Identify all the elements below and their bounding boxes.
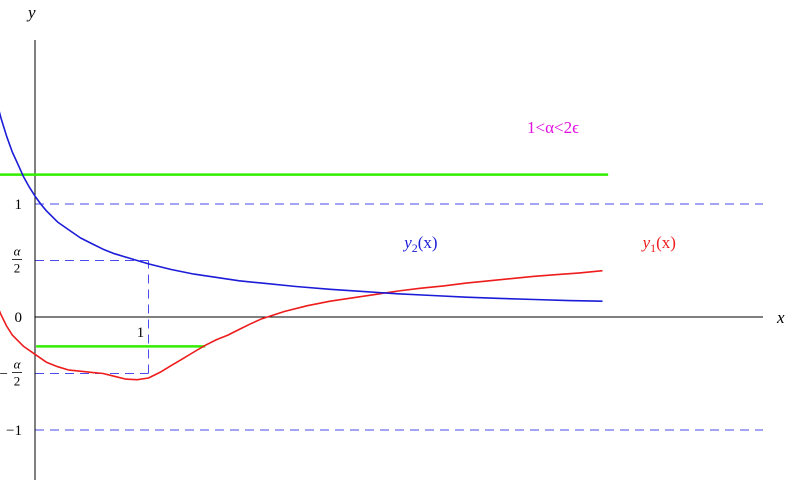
y-tick-numerator: α: [14, 244, 22, 259]
x-tick-label-1: 1: [137, 325, 145, 341]
level-lines: [0, 173, 609, 348]
y-tick-fraction-3: −α 2: [0, 357, 22, 389]
y-tick-label-4: −1: [6, 423, 22, 439]
x-axis-title: x: [776, 308, 785, 327]
series-label-y2-tail: (x): [418, 233, 438, 252]
series: [0, 111, 603, 381]
series-label-y1-base: y: [641, 233, 651, 252]
y-tick-minus: −: [0, 367, 8, 383]
series-line-y1: [0, 269, 603, 381]
series-label-y1-sub: 1: [650, 241, 656, 255]
series-line-y2: [0, 111, 603, 302]
y-tick-denominator: 2: [14, 261, 21, 276]
y-tick-denominator: 2: [14, 374, 21, 389]
condition-annotation: 1<α<2ϵ: [527, 118, 579, 137]
series-label-y2: y2(x): [402, 233, 437, 255]
y-tick-numerator: α: [14, 357, 22, 372]
y-tick-label-0: 1: [15, 197, 23, 213]
y-tick-label-2: 0: [15, 310, 23, 326]
series-label-y2-sub: 2: [412, 241, 418, 255]
axes: [34, 40, 763, 480]
series-label-y1-tail: (x): [656, 233, 676, 252]
y-tick-fraction-1: α2: [12, 244, 22, 276]
y-axis-title: y: [26, 3, 36, 22]
reference-lines: [35, 203, 763, 431]
series-label-y2-base: y: [402, 233, 412, 252]
series-label-y1: y1(x): [641, 233, 676, 255]
